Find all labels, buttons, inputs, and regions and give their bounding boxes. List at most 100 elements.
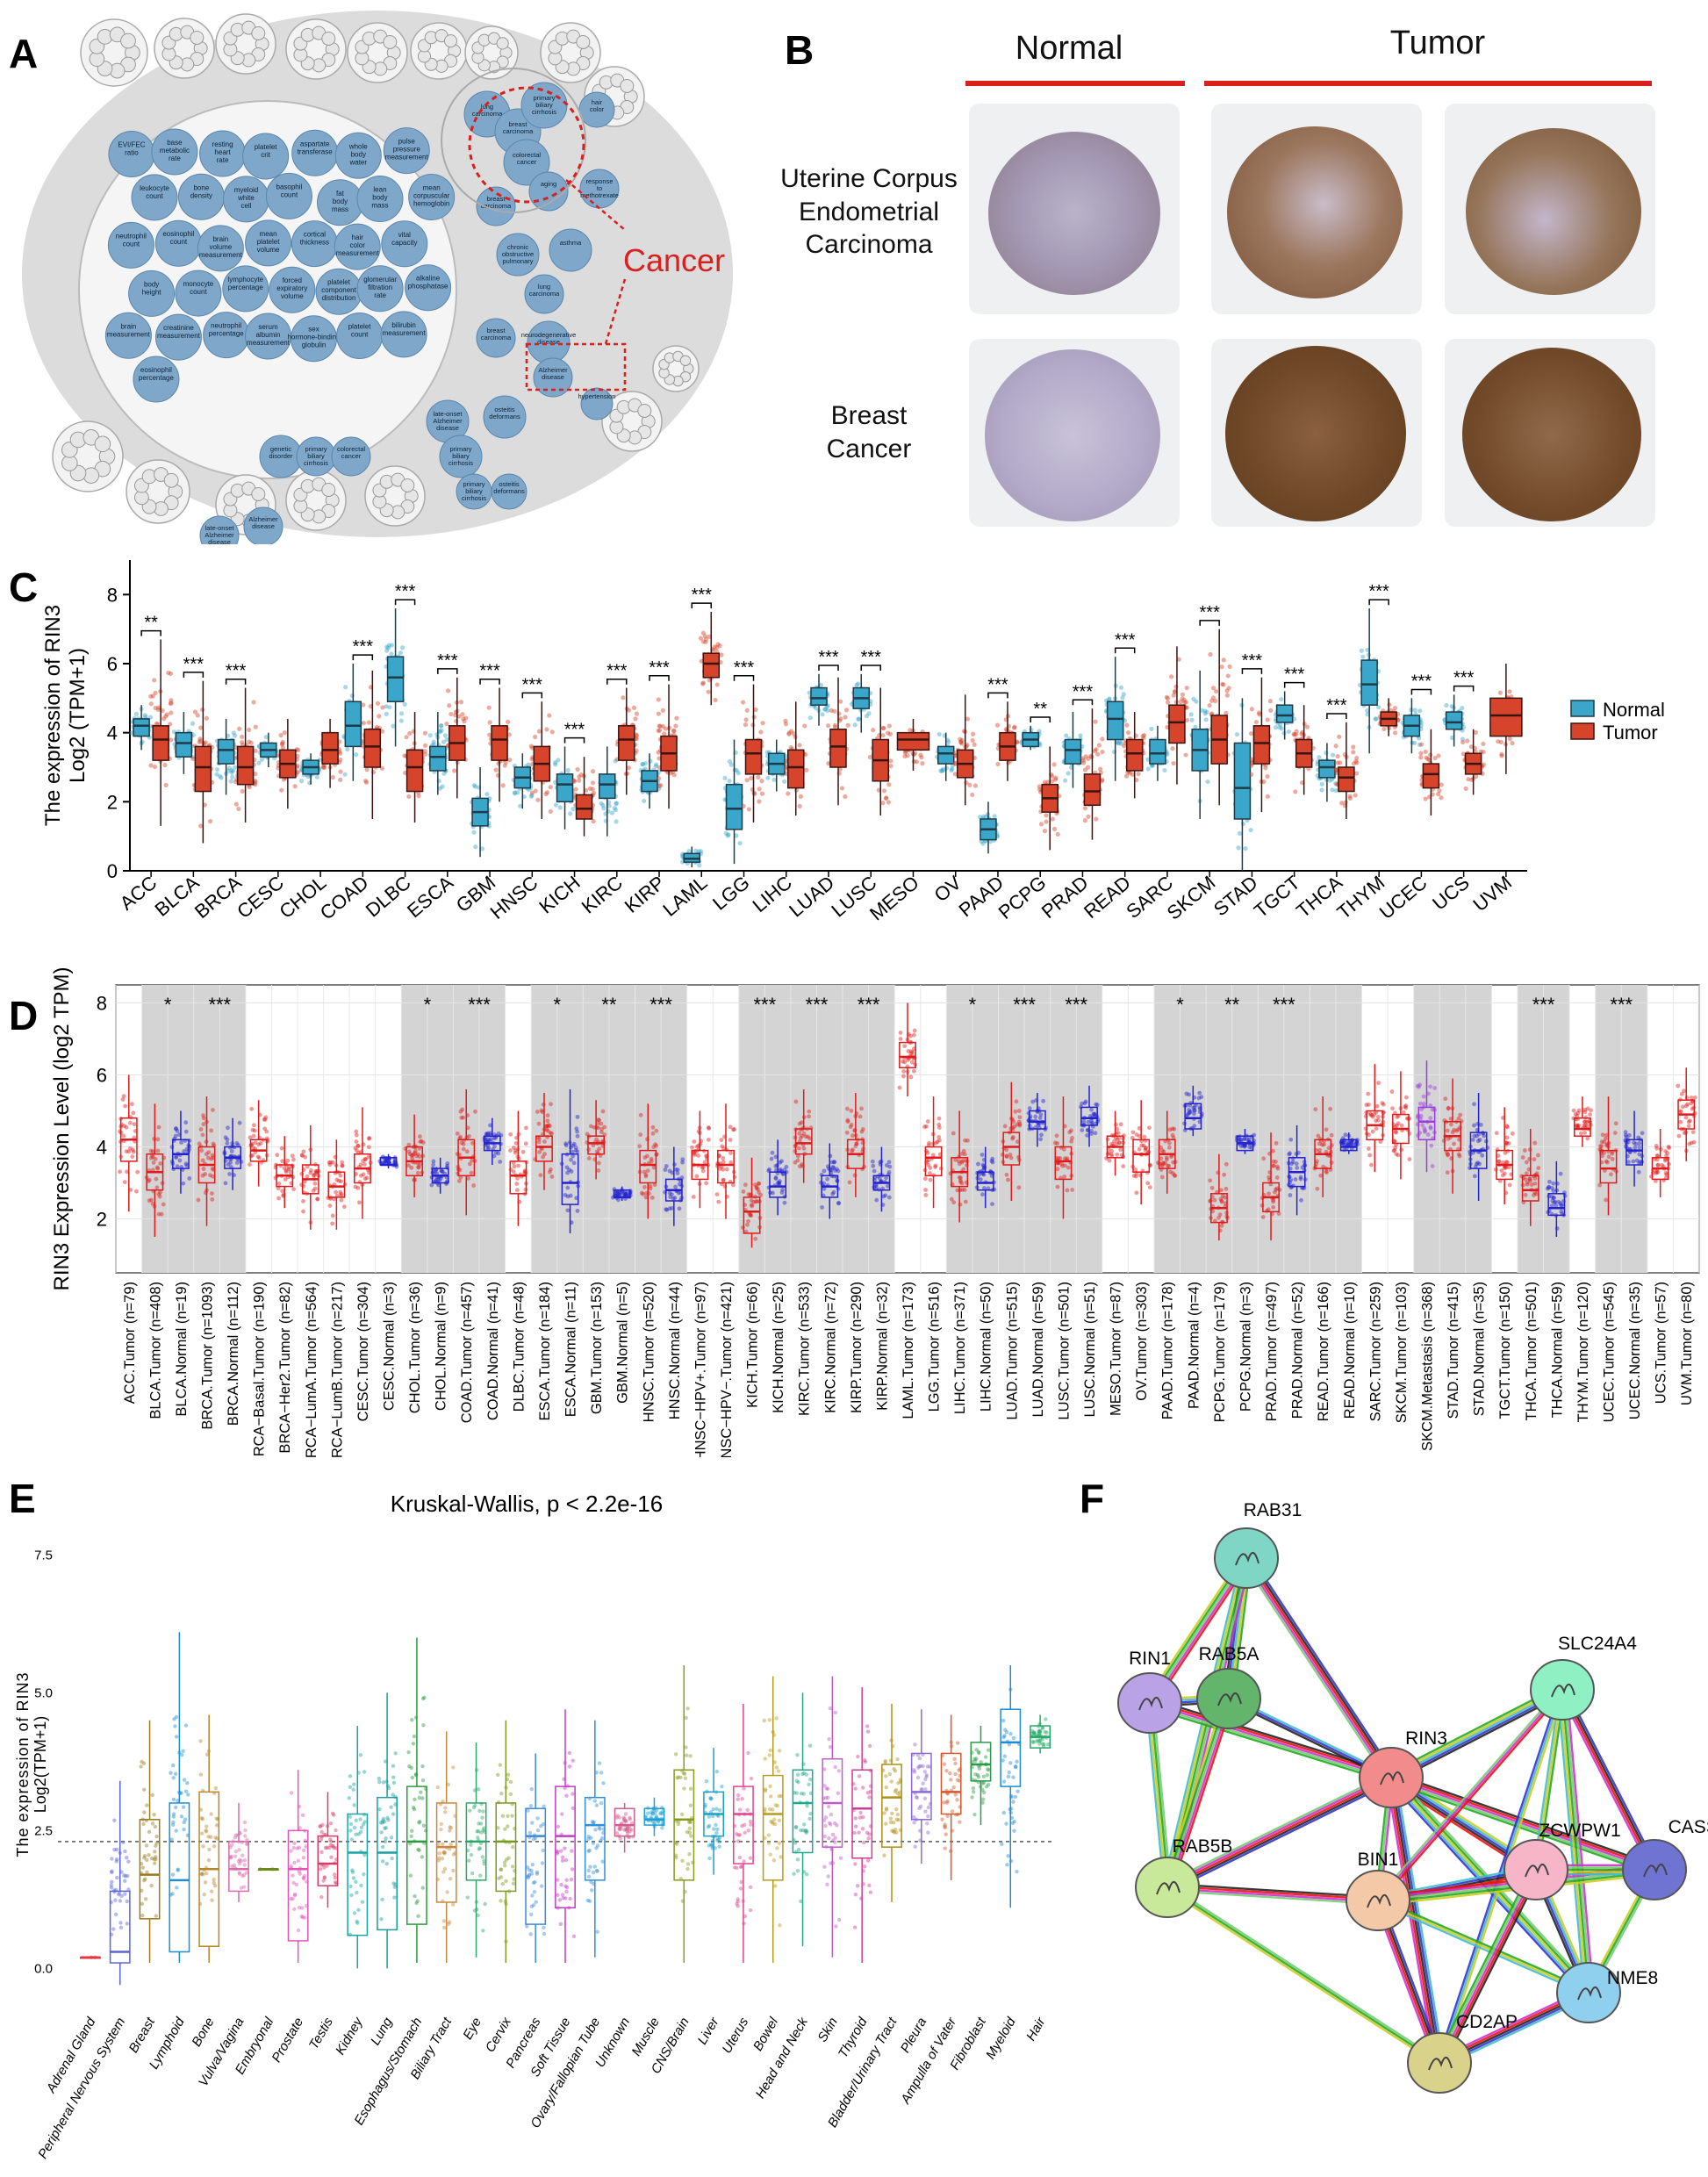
group-point <box>545 1118 550 1124</box>
tumor-point <box>1465 738 1470 744</box>
normal-point <box>1330 787 1335 793</box>
tumor-point <box>1207 703 1212 708</box>
normal-point <box>399 645 405 650</box>
group-point <box>958 1175 963 1181</box>
y-tick-label: 4 <box>107 722 118 744</box>
group-point <box>887 1164 893 1169</box>
tumor-point <box>883 795 888 801</box>
group-point <box>565 1185 571 1190</box>
significance-label: *** <box>1200 603 1221 622</box>
normal-point <box>256 760 262 765</box>
group-point <box>309 1168 313 1173</box>
tumor-point <box>965 716 971 722</box>
group-point <box>596 1168 601 1173</box>
bubble-center-label: glomerular <box>363 276 397 284</box>
significance-bracket <box>394 599 416 606</box>
bubble-cluster-label: osteitis <box>499 480 520 488</box>
satellite-node <box>120 32 136 49</box>
tumor-point <box>1263 765 1268 771</box>
bubble-center-label: neutrophil <box>116 232 147 240</box>
tumor-point <box>447 703 452 708</box>
group-point <box>980 1153 985 1157</box>
bubble-center-circle <box>334 223 381 270</box>
tumor-point <box>712 644 717 650</box>
x-tick-label: COAD.Tumor (n=457) <box>459 1282 475 1423</box>
group-point <box>362 1162 367 1167</box>
x-tick-label: PRAD <box>1037 872 1093 923</box>
group-point <box>643 1174 649 1179</box>
group-point <box>850 1147 855 1153</box>
group-point <box>523 1187 528 1192</box>
tumor-point <box>535 797 541 802</box>
bubble-center-label: platelet <box>257 238 281 246</box>
normal-point <box>565 767 571 773</box>
group-point <box>1010 1136 1015 1141</box>
tumor-point <box>280 741 285 746</box>
tumor-point <box>631 705 637 710</box>
significance-label: *** <box>692 586 713 605</box>
bubble-cluster: hypertension <box>578 387 615 420</box>
group-point <box>596 1160 601 1166</box>
tumor-point <box>843 794 848 800</box>
group-point <box>958 1202 963 1207</box>
group-point <box>229 1149 234 1153</box>
x-tick-label: HNSC−HPV+.Tumor (n=97) <box>693 1282 708 1457</box>
tumor-point <box>656 750 661 755</box>
bubble-center-circle <box>154 313 202 361</box>
tumor-point <box>1339 801 1345 806</box>
group-point <box>225 1141 230 1146</box>
x-tick-label: BRCA−LumA.Tumor (n=564) <box>304 1282 319 1457</box>
group-point <box>1054 1133 1059 1139</box>
bubble-center-circle <box>380 311 427 358</box>
tumor-point <box>1051 762 1057 767</box>
tumor-point <box>970 737 975 744</box>
category-SKCM <box>1188 629 1232 819</box>
bubble-center-label: cortical <box>304 231 327 239</box>
tumor-point <box>1439 782 1444 787</box>
tumor-point <box>168 701 174 706</box>
tumor-point <box>1042 829 1048 834</box>
group-point <box>642 1185 647 1189</box>
bubble-cluster-label: osteitis <box>494 406 515 413</box>
significance-label: *** <box>858 994 880 1016</box>
bubble-center-label: sex <box>308 326 319 334</box>
tumor-point <box>920 761 925 766</box>
category-BRCA <box>214 687 258 823</box>
bubble-cluster-label: biliary <box>452 452 470 460</box>
normal-point <box>1324 751 1329 756</box>
tumor-point <box>236 806 241 812</box>
tumor-point <box>361 702 366 708</box>
tumor-point <box>1392 705 1398 711</box>
tumor-point <box>240 739 245 745</box>
tumor-point <box>197 739 202 745</box>
x-tick-label: KIRP <box>621 872 669 917</box>
group-point <box>673 1168 678 1172</box>
comparison-band <box>661 985 687 1273</box>
x-tick-label: ESCA.Tumor (n=184) <box>537 1282 553 1421</box>
group-point <box>227 1145 233 1150</box>
bubble-center-circle <box>151 128 198 176</box>
tumor-point <box>698 636 704 641</box>
group-point <box>854 1141 859 1146</box>
tumor-point <box>197 738 203 744</box>
group-point <box>1065 1188 1070 1193</box>
group-point <box>680 1160 685 1165</box>
x-tick-label: LGG <box>708 872 754 915</box>
normal-point <box>698 849 704 854</box>
tumor-point <box>1224 710 1229 715</box>
group-point <box>315 1196 320 1202</box>
group-point <box>822 1168 827 1174</box>
satellite-node <box>190 30 205 45</box>
group-point <box>980 1192 985 1197</box>
group-point <box>732 1175 737 1180</box>
panel-label-a: A <box>9 31 39 76</box>
normal-box <box>556 773 574 803</box>
group-point <box>574 1126 579 1132</box>
group-point <box>937 1122 942 1127</box>
significance-label: * <box>553 994 561 1016</box>
group-point <box>197 1141 202 1146</box>
normal-point <box>214 767 220 772</box>
group-point <box>690 1145 694 1150</box>
group-point <box>649 1156 654 1161</box>
